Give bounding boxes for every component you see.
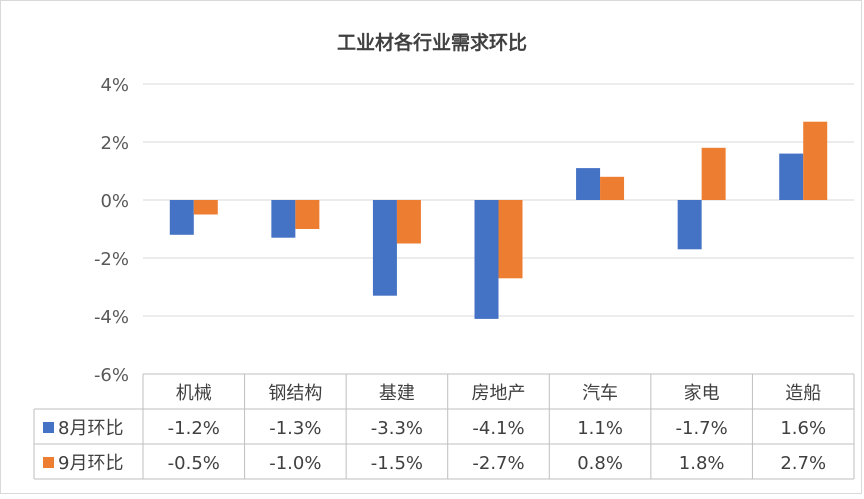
bars bbox=[169, 121, 828, 319]
bar-series2 bbox=[600, 176, 625, 200]
bar-series2 bbox=[803, 121, 828, 200]
bar-series1 bbox=[372, 200, 397, 296]
category-label: 家电 bbox=[684, 383, 720, 404]
y-tick-label: -4% bbox=[94, 307, 129, 328]
data-label: -1.7% bbox=[676, 418, 728, 439]
bar-series2 bbox=[701, 147, 726, 200]
bar-series2 bbox=[396, 200, 421, 244]
data-label: -1.3% bbox=[269, 418, 321, 439]
category-label: 造船 bbox=[785, 383, 821, 404]
data-label: 1.8% bbox=[679, 453, 725, 474]
data-table: 机械 钢结构 基建 房地产 汽车 家电 造船 8月环比 -1.2% -1.3% -3.3% -4.1%… bbox=[33, 373, 855, 480]
data-label: -1.0% bbox=[269, 453, 321, 474]
category-label: 钢结构 bbox=[268, 383, 322, 404]
data-label: 2.7% bbox=[780, 453, 826, 474]
category-label: 基建 bbox=[379, 383, 415, 404]
y-tick-label: -2% bbox=[94, 249, 129, 270]
legend-key bbox=[43, 422, 54, 433]
bar-series1 bbox=[576, 168, 601, 200]
bar-series1 bbox=[677, 200, 702, 250]
bar-series1 bbox=[169, 200, 194, 235]
bar-series2 bbox=[498, 200, 523, 279]
legend-label: 9月环比 bbox=[58, 453, 123, 474]
data-label: 1.6% bbox=[780, 418, 826, 439]
category-label: 机械 bbox=[176, 383, 212, 404]
y-tick-label: 0% bbox=[100, 191, 129, 212]
legend-key bbox=[43, 457, 54, 468]
data-label: 0.8% bbox=[577, 453, 623, 474]
y-tick-label: 4% bbox=[100, 75, 129, 96]
y-tick-label: -6% bbox=[94, 365, 129, 386]
category-label: 房地产 bbox=[472, 383, 526, 404]
bar-series1 bbox=[779, 153, 804, 200]
data-label: 1.1% bbox=[577, 418, 623, 439]
bar-series1 bbox=[474, 200, 499, 319]
bar-series1 bbox=[271, 200, 296, 238]
bar-series2 bbox=[295, 200, 320, 229]
chart-title: 工业材各行业需求环比 bbox=[337, 31, 527, 54]
data-label: -1.5% bbox=[371, 453, 423, 474]
data-label: -3.3% bbox=[371, 418, 423, 439]
data-label: -0.5% bbox=[168, 453, 220, 474]
data-label: -1.2% bbox=[168, 418, 220, 439]
category-label: 汽车 bbox=[582, 383, 618, 404]
data-label: -2.7% bbox=[472, 453, 524, 474]
y-tick-label: 2% bbox=[100, 133, 129, 154]
bar-series2 bbox=[193, 200, 218, 215]
legend-label: 8月环比 bbox=[58, 418, 123, 439]
y-axis-tick-labels: 4% 2% 0% -2% -4% -6% bbox=[94, 75, 129, 386]
data-label: -4.1% bbox=[472, 418, 524, 439]
